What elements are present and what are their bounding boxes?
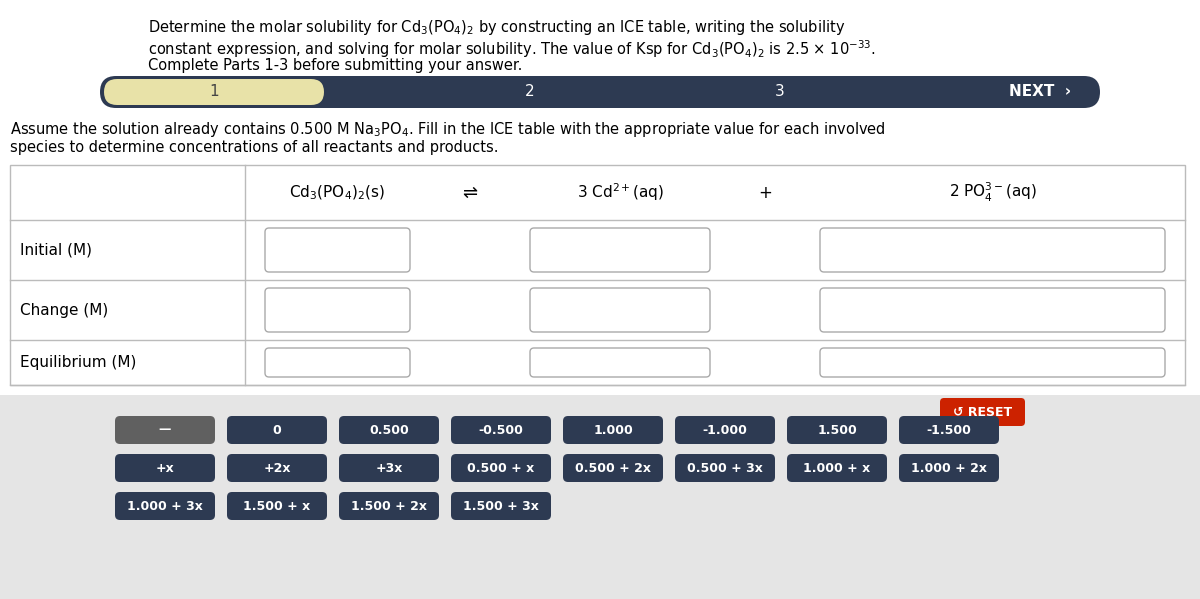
FancyBboxPatch shape	[674, 416, 775, 444]
FancyBboxPatch shape	[451, 492, 551, 520]
Text: ↺ RESET: ↺ RESET	[953, 406, 1012, 419]
Text: 1.000 + 3x: 1.000 + 3x	[127, 500, 203, 513]
FancyBboxPatch shape	[340, 454, 439, 482]
FancyBboxPatch shape	[115, 492, 215, 520]
Text: 2: 2	[526, 84, 535, 99]
Text: 1: 1	[209, 84, 218, 99]
Text: NEXT  ›: NEXT ›	[1009, 84, 1072, 99]
Text: 1.500 + 3x: 1.500 + 3x	[463, 500, 539, 513]
Text: 1.000 + x: 1.000 + x	[803, 461, 871, 474]
Text: Equilibrium (M): Equilibrium (M)	[20, 355, 137, 370]
FancyBboxPatch shape	[227, 454, 326, 482]
FancyBboxPatch shape	[563, 454, 662, 482]
FancyBboxPatch shape	[563, 416, 662, 444]
FancyBboxPatch shape	[451, 416, 551, 444]
Text: -0.500: -0.500	[479, 423, 523, 437]
FancyBboxPatch shape	[530, 228, 710, 272]
Text: 1.500 + 2x: 1.500 + 2x	[352, 500, 427, 513]
Text: 0.500 + 2x: 0.500 + 2x	[575, 461, 650, 474]
Text: +3x: +3x	[376, 461, 403, 474]
FancyBboxPatch shape	[265, 288, 410, 332]
Text: 1.500 + x: 1.500 + x	[244, 500, 311, 513]
Text: Change (M): Change (M)	[20, 302, 108, 317]
Text: ⇌: ⇌	[462, 183, 478, 201]
Text: 2 PO$_4^{3-}$(aq): 2 PO$_4^{3-}$(aq)	[948, 181, 1037, 204]
Bar	[10, 165, 1186, 385]
FancyBboxPatch shape	[787, 454, 887, 482]
FancyBboxPatch shape	[530, 348, 710, 377]
Bar	[0, 0, 1200, 395]
FancyBboxPatch shape	[787, 416, 887, 444]
Text: 0.500 + 3x: 0.500 + 3x	[688, 461, 763, 474]
Text: 1.000 + 2x: 1.000 + 2x	[911, 461, 986, 474]
Text: -1.000: -1.000	[702, 423, 748, 437]
Text: 0: 0	[272, 423, 281, 437]
FancyBboxPatch shape	[104, 79, 324, 105]
Text: 3: 3	[775, 84, 785, 99]
FancyBboxPatch shape	[115, 416, 215, 444]
FancyBboxPatch shape	[340, 492, 439, 520]
Text: 0.500: 0.500	[370, 423, 409, 437]
FancyBboxPatch shape	[340, 416, 439, 444]
Text: Determine the molar solubility for Cd$_3$(PO$_4$)$_2$ by constructing an ICE tab: Determine the molar solubility for Cd$_3…	[148, 18, 845, 37]
FancyBboxPatch shape	[820, 288, 1165, 332]
FancyBboxPatch shape	[227, 416, 326, 444]
FancyBboxPatch shape	[820, 228, 1165, 272]
FancyBboxPatch shape	[820, 348, 1165, 377]
Text: +: +	[758, 183, 772, 201]
FancyBboxPatch shape	[899, 454, 998, 482]
Text: 3 Cd$^{2+}$(aq): 3 Cd$^{2+}$(aq)	[576, 181, 664, 203]
FancyBboxPatch shape	[940, 398, 1025, 426]
Text: Assume the solution already contains 0.500 M Na$_3$PO$_4$. Fill in the ICE table: Assume the solution already contains 0.5…	[10, 120, 886, 139]
Text: constant expression, and solving for molar solubility. The value of Ksp for Cd$_: constant expression, and solving for mol…	[148, 38, 876, 60]
Text: +x: +x	[156, 461, 174, 474]
Text: Initial (M): Initial (M)	[20, 243, 92, 258]
Text: —: —	[158, 423, 172, 437]
Text: Cd$_3$(PO$_4$)$_2$(s): Cd$_3$(PO$_4$)$_2$(s)	[289, 183, 385, 202]
Text: +2x: +2x	[263, 461, 290, 474]
Text: Complete Parts 1-3 before submitting your answer.: Complete Parts 1-3 before submitting you…	[148, 58, 522, 73]
FancyBboxPatch shape	[227, 492, 326, 520]
FancyBboxPatch shape	[674, 454, 775, 482]
FancyBboxPatch shape	[265, 228, 410, 272]
Text: -1.500: -1.500	[926, 423, 972, 437]
FancyBboxPatch shape	[899, 416, 998, 444]
Text: species to determine concentrations of all reactants and products.: species to determine concentrations of a…	[10, 140, 498, 155]
FancyBboxPatch shape	[265, 348, 410, 377]
FancyBboxPatch shape	[451, 454, 551, 482]
FancyBboxPatch shape	[115, 454, 215, 482]
FancyBboxPatch shape	[100, 76, 1100, 108]
Text: 1.000: 1.000	[593, 423, 632, 437]
Text: 1.500: 1.500	[817, 423, 857, 437]
FancyBboxPatch shape	[530, 288, 710, 332]
Text: 0.500 + x: 0.500 + x	[467, 461, 535, 474]
